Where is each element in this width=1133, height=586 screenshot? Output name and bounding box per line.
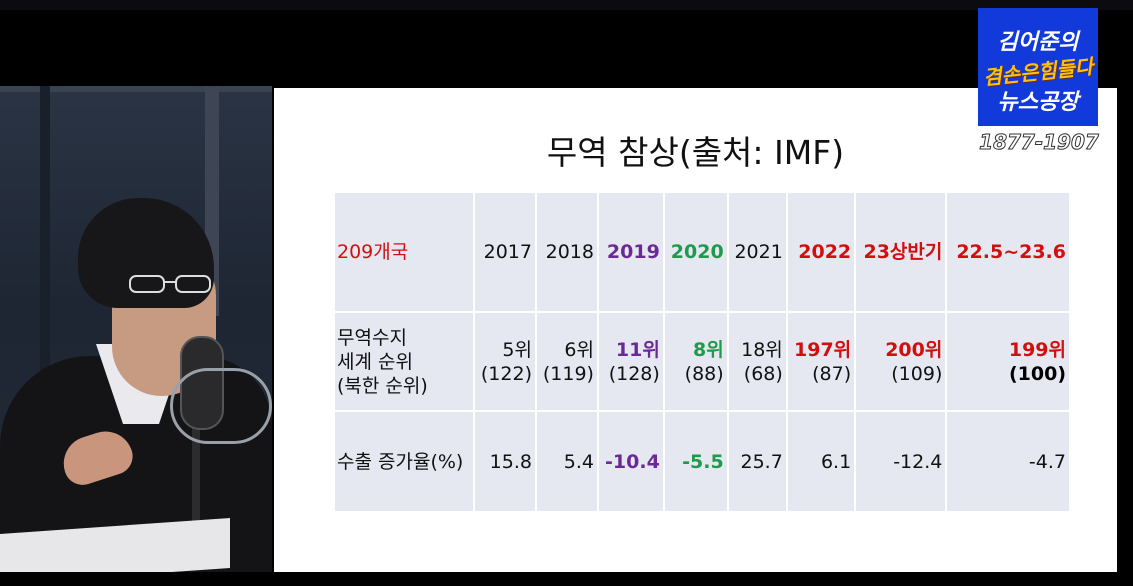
rank-2021: 18위 xyxy=(741,338,783,361)
header-country-count: 209개국 xyxy=(335,193,473,311)
rank-period: 199위 xyxy=(1008,338,1066,361)
header-period: 22.5~23.6 xyxy=(947,193,1069,311)
rank-cell-2017: 5위 (122) xyxy=(475,312,535,411)
rank-cell-period: 199위 (100) xyxy=(947,312,1069,411)
studio-shelf xyxy=(0,86,272,92)
rank-label-line2: 세계 순위 xyxy=(337,350,413,373)
export-2022: 6.1 xyxy=(787,412,855,511)
nk-rank-2023-h1: (109) xyxy=(891,362,943,385)
mic-stand xyxy=(192,396,200,556)
rank-2018: 6위 xyxy=(564,338,594,361)
mic-shock-mount xyxy=(170,368,272,444)
rank-row-label: 무역수지 세계 순위 (북한 순위) xyxy=(335,312,473,411)
header-year-2021: 2021 xyxy=(728,193,786,311)
nk-rank-2017: (122) xyxy=(480,362,532,385)
nk-rank-2019: (128) xyxy=(608,362,660,385)
logo-line-3: 뉴스공장 xyxy=(997,90,1079,115)
rank-2019: 11위 xyxy=(615,338,660,361)
bottom-letterbox xyxy=(0,572,1133,586)
logo-phone-number: 1877-1907 xyxy=(978,130,1100,156)
nk-rank-2018: (119) xyxy=(542,362,594,385)
header-year-2017: 2017 xyxy=(475,193,535,311)
rank-label-line3: (북한 순위) xyxy=(337,374,428,397)
header-2023-h1: 23상반기 xyxy=(856,193,946,311)
rank-2023-h1: 200위 xyxy=(885,338,943,361)
rank-2017: 5위 xyxy=(502,338,532,361)
rank-2022: 197위 xyxy=(794,338,852,361)
table-header-row: 209개국 2017 2018 2019 2020 2021 2022 23상반… xyxy=(335,193,1069,311)
table-row-export: 수출 증가율(%) 15.8 5.4 -10.4 -5.5 25.7 6.1 -… xyxy=(335,412,1069,511)
table-row-rank: 무역수지 세계 순위 (북한 순위) 5위 (122) 6위 (119) 11위… xyxy=(335,312,1069,411)
header-year-2018: 2018 xyxy=(536,193,597,311)
logo-line-1: 김어준의 xyxy=(997,30,1079,55)
header-year-2022: 2022 xyxy=(787,193,855,311)
export-2023-h1: -12.4 xyxy=(856,412,946,511)
export-2019: -10.4 xyxy=(598,412,663,511)
nk-rank-2022: (87) xyxy=(812,362,852,385)
export-2017: 15.8 xyxy=(475,412,535,511)
rank-cell-2020: 8위 (88) xyxy=(664,312,727,411)
rank-label-line1: 무역수지 xyxy=(337,326,407,349)
rank-2020: 8위 xyxy=(692,338,724,361)
trade-data-table: 209개국 2017 2018 2019 2020 2021 2022 23상반… xyxy=(333,191,1071,513)
logo-subtitle: ARS 멤버십 xyxy=(1009,162,1069,175)
header-year-2019: 2019 xyxy=(598,193,663,311)
studio-frame xyxy=(40,86,50,556)
export-period: -4.7 xyxy=(947,412,1069,511)
presentation-slide: 무역 참상(출처: IMF) 209개국 2017 2018 2019 2020… xyxy=(274,88,1117,572)
rank-cell-2021: 18위 (68) xyxy=(728,312,786,411)
export-2020: -5.5 xyxy=(664,412,727,511)
top-letterbox xyxy=(0,0,1133,10)
export-2021: 25.7 xyxy=(728,412,786,511)
export-row-label: 수출 증가율(%) xyxy=(335,412,473,511)
studio-camera-feed xyxy=(0,86,272,572)
slide-title: 무역 참상(출처: IMF) xyxy=(546,133,845,172)
header-year-2020: 2020 xyxy=(664,193,727,311)
channel-logo: 김어준의 겸손은힘들다 뉴스공장 xyxy=(978,8,1098,126)
rank-cell-2022: 197위 (87) xyxy=(787,312,855,411)
nk-rank-2020: (88) xyxy=(684,362,724,385)
rank-cell-2023-h1: 200위 (109) xyxy=(856,312,946,411)
nk-rank-period: (100) xyxy=(1008,362,1066,385)
export-2018: 5.4 xyxy=(536,412,597,511)
glasses-icon xyxy=(129,275,211,293)
rank-cell-2019: 11위 (128) xyxy=(598,312,663,411)
nk-rank-2021: (68) xyxy=(743,362,783,385)
rank-cell-2018: 6위 (119) xyxy=(536,312,597,411)
host-hair xyxy=(78,198,214,308)
